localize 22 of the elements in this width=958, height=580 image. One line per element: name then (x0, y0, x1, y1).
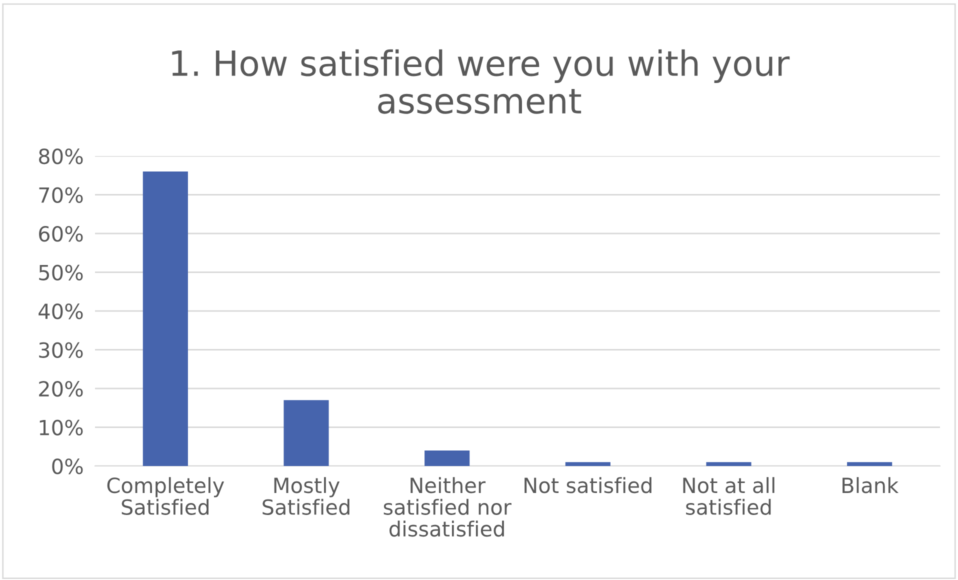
bar (142, 172, 188, 466)
y-tick-label: 0% (52, 458, 83, 474)
x-tick-label: Neither satisfied nor dissatisfied (384, 477, 512, 537)
y-tick-label: 20% (39, 380, 83, 397)
y-tick-label: 60% (39, 226, 83, 242)
y-tick-label: 70% (39, 187, 83, 203)
y-tick-label: 40% (38, 303, 83, 320)
x-tick-label: Completely Satisfied (107, 477, 224, 515)
bar (847, 462, 892, 466)
x-tick-label: Blank (842, 477, 899, 494)
y-tick-label: 80% (38, 148, 83, 164)
bar (284, 400, 329, 466)
y-tick-label: 10% (40, 420, 83, 436)
bar (565, 462, 610, 466)
x-tick-label: Not satisfied (524, 477, 652, 494)
x-tick-label: Not at all satisfied (683, 477, 774, 515)
y-tick-label: 50% (39, 264, 83, 280)
x-tick-label: Mostly Satisfied (262, 477, 350, 515)
bar (424, 450, 470, 466)
chart-title: 1. How satisfied were you with your assessment (172, 49, 790, 114)
y-tick-label: 30% (39, 342, 83, 358)
bar (706, 462, 752, 466)
